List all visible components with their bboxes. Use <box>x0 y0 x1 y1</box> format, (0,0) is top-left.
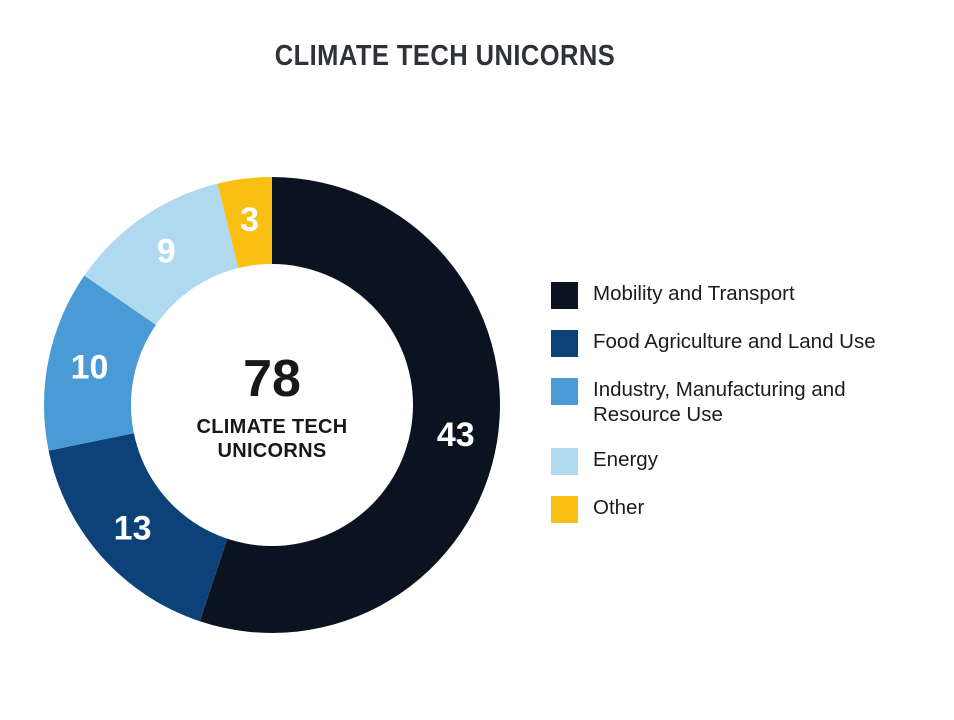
legend-item[interactable]: Industry, Manufacturing and Resource Use <box>551 377 941 427</box>
donut-slice-value-label: 9 <box>157 233 176 271</box>
donut-slice-label-group: 43 13 10 9 3 <box>71 201 475 547</box>
legend-color-swatch <box>551 496 578 523</box>
legend-item-label: Mobility and Transport <box>593 282 795 305</box>
legend-color-swatch <box>551 330 578 357</box>
legend-item[interactable]: Mobility and Transport <box>551 281 941 309</box>
donut-slice-value-label: 43 <box>437 416 475 454</box>
legend-item-label: Food Agriculture and Land Use <box>593 330 876 353</box>
legend-item-label: Other <box>593 496 645 519</box>
legend-color-swatch <box>551 448 578 475</box>
chart-legend: Mobility and Transport Food Agriculture a… <box>551 281 941 523</box>
legend-item-label: Energy <box>593 448 658 471</box>
center-caption-line-2: UNICORNS <box>217 440 326 462</box>
page-title: CLIMATE TECH UNICORNS <box>274 40 616 72</box>
legend-item[interactable]: Other <box>551 495 941 523</box>
legend-color-swatch <box>551 282 578 309</box>
donut-slice-value-label: 13 <box>114 510 152 548</box>
donut-slice-value-label: 3 <box>240 201 259 239</box>
donut-center-hole <box>131 264 413 546</box>
donut-chart-svg: 43 13 10 9 3 78 CLIMATE TECH UNICORNS <box>44 177 501 633</box>
donut-chart: 43 13 10 9 3 78 CLIMATE TECH UNICORNS <box>31 177 513 633</box>
legend-item[interactable]: Food Agriculture and Land Use <box>551 329 941 357</box>
donut-slice-value-label: 10 <box>71 349 109 387</box>
center-caption-line-1: CLIMATE TECH <box>197 416 348 438</box>
legend-item-label: Industry, Manufacturing and Resource Use <box>593 378 846 426</box>
legend-item[interactable]: Energy <box>551 447 941 475</box>
center-total-value: 78 <box>243 350 301 408</box>
legend-color-swatch <box>551 378 578 405</box>
